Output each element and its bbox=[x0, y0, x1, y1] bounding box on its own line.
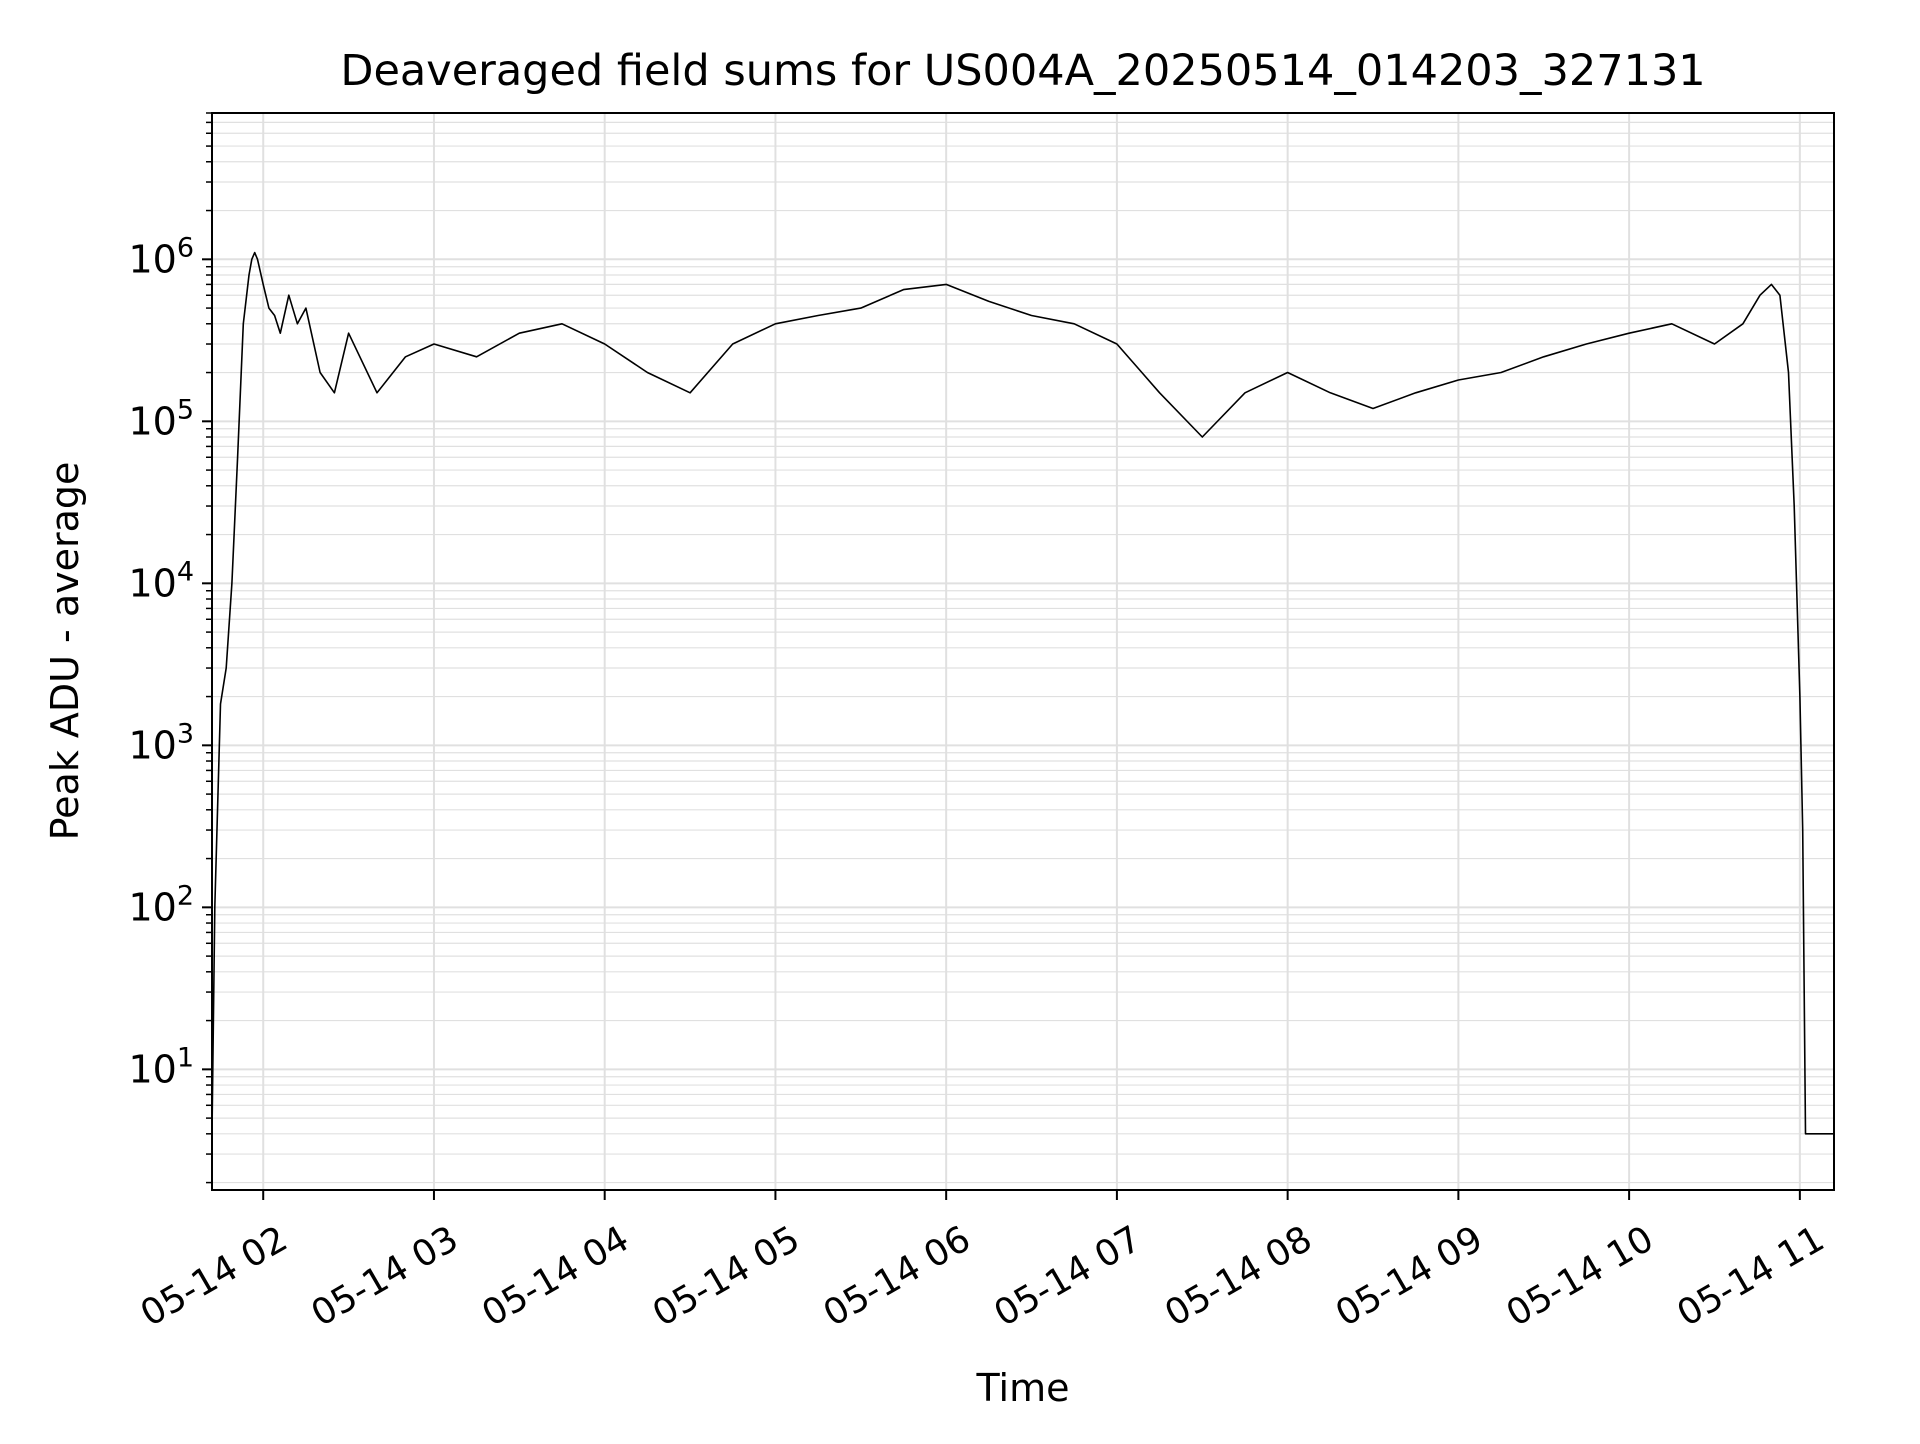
y-tick-label: 104 bbox=[128, 556, 194, 605]
chart-title: Deaveraged field sums for US004A_2025051… bbox=[340, 46, 1705, 96]
y-tick-label: 106 bbox=[128, 232, 194, 281]
plot-frame bbox=[211, 112, 1835, 1191]
x-axis-label: Time bbox=[976, 1366, 1070, 1410]
y-tick-label: 102 bbox=[128, 880, 194, 929]
grid-layer bbox=[212, 112, 1834, 1190]
data-layer bbox=[211, 251, 1834, 1135]
series-line bbox=[211, 251, 1834, 1135]
y-axis-label: Peak ADU - average bbox=[43, 462, 87, 841]
y-tick-label: 101 bbox=[128, 1042, 194, 1091]
y-tick-label: 103 bbox=[128, 718, 194, 767]
y-tick-label: 105 bbox=[128, 394, 194, 443]
